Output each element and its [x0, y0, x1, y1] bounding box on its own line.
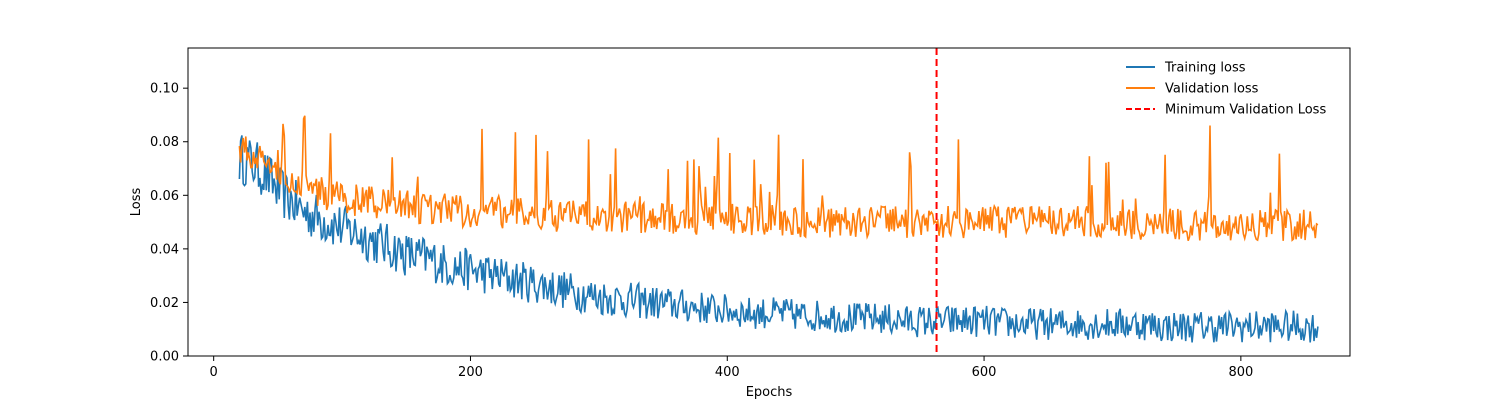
y-tick-label: 0.04	[150, 242, 179, 257]
y-tick-label: 0.08	[150, 135, 179, 150]
y-tick-label: 0.06	[150, 189, 179, 204]
training-loss-line	[238, 135, 1319, 343]
legend-label-training-loss: Training loss	[1164, 61, 1246, 76]
x-axis-title: Epochs	[746, 385, 793, 400]
series-layer	[238, 48, 1319, 356]
x-tick-label: 800	[1228, 365, 1253, 380]
legend-label-minimum-validation-loss: Minimum Validation Loss	[1165, 103, 1326, 118]
y-tick-label: 0.10	[150, 82, 179, 97]
validation-loss-line	[238, 115, 1319, 242]
x-tick-label: 200	[458, 365, 483, 380]
y-tick-label: 0.00	[150, 350, 179, 365]
y-tick-label: 0.02	[150, 296, 179, 311]
x-tick-label: 0	[210, 365, 218, 380]
legend-label-validation-loss: Validation loss	[1165, 82, 1259, 97]
x-tick-label: 600	[972, 365, 997, 380]
axes-frame	[187, 47, 1351, 357]
y-axis-title: Loss	[129, 188, 144, 217]
x-tick-label: 400	[715, 365, 740, 380]
